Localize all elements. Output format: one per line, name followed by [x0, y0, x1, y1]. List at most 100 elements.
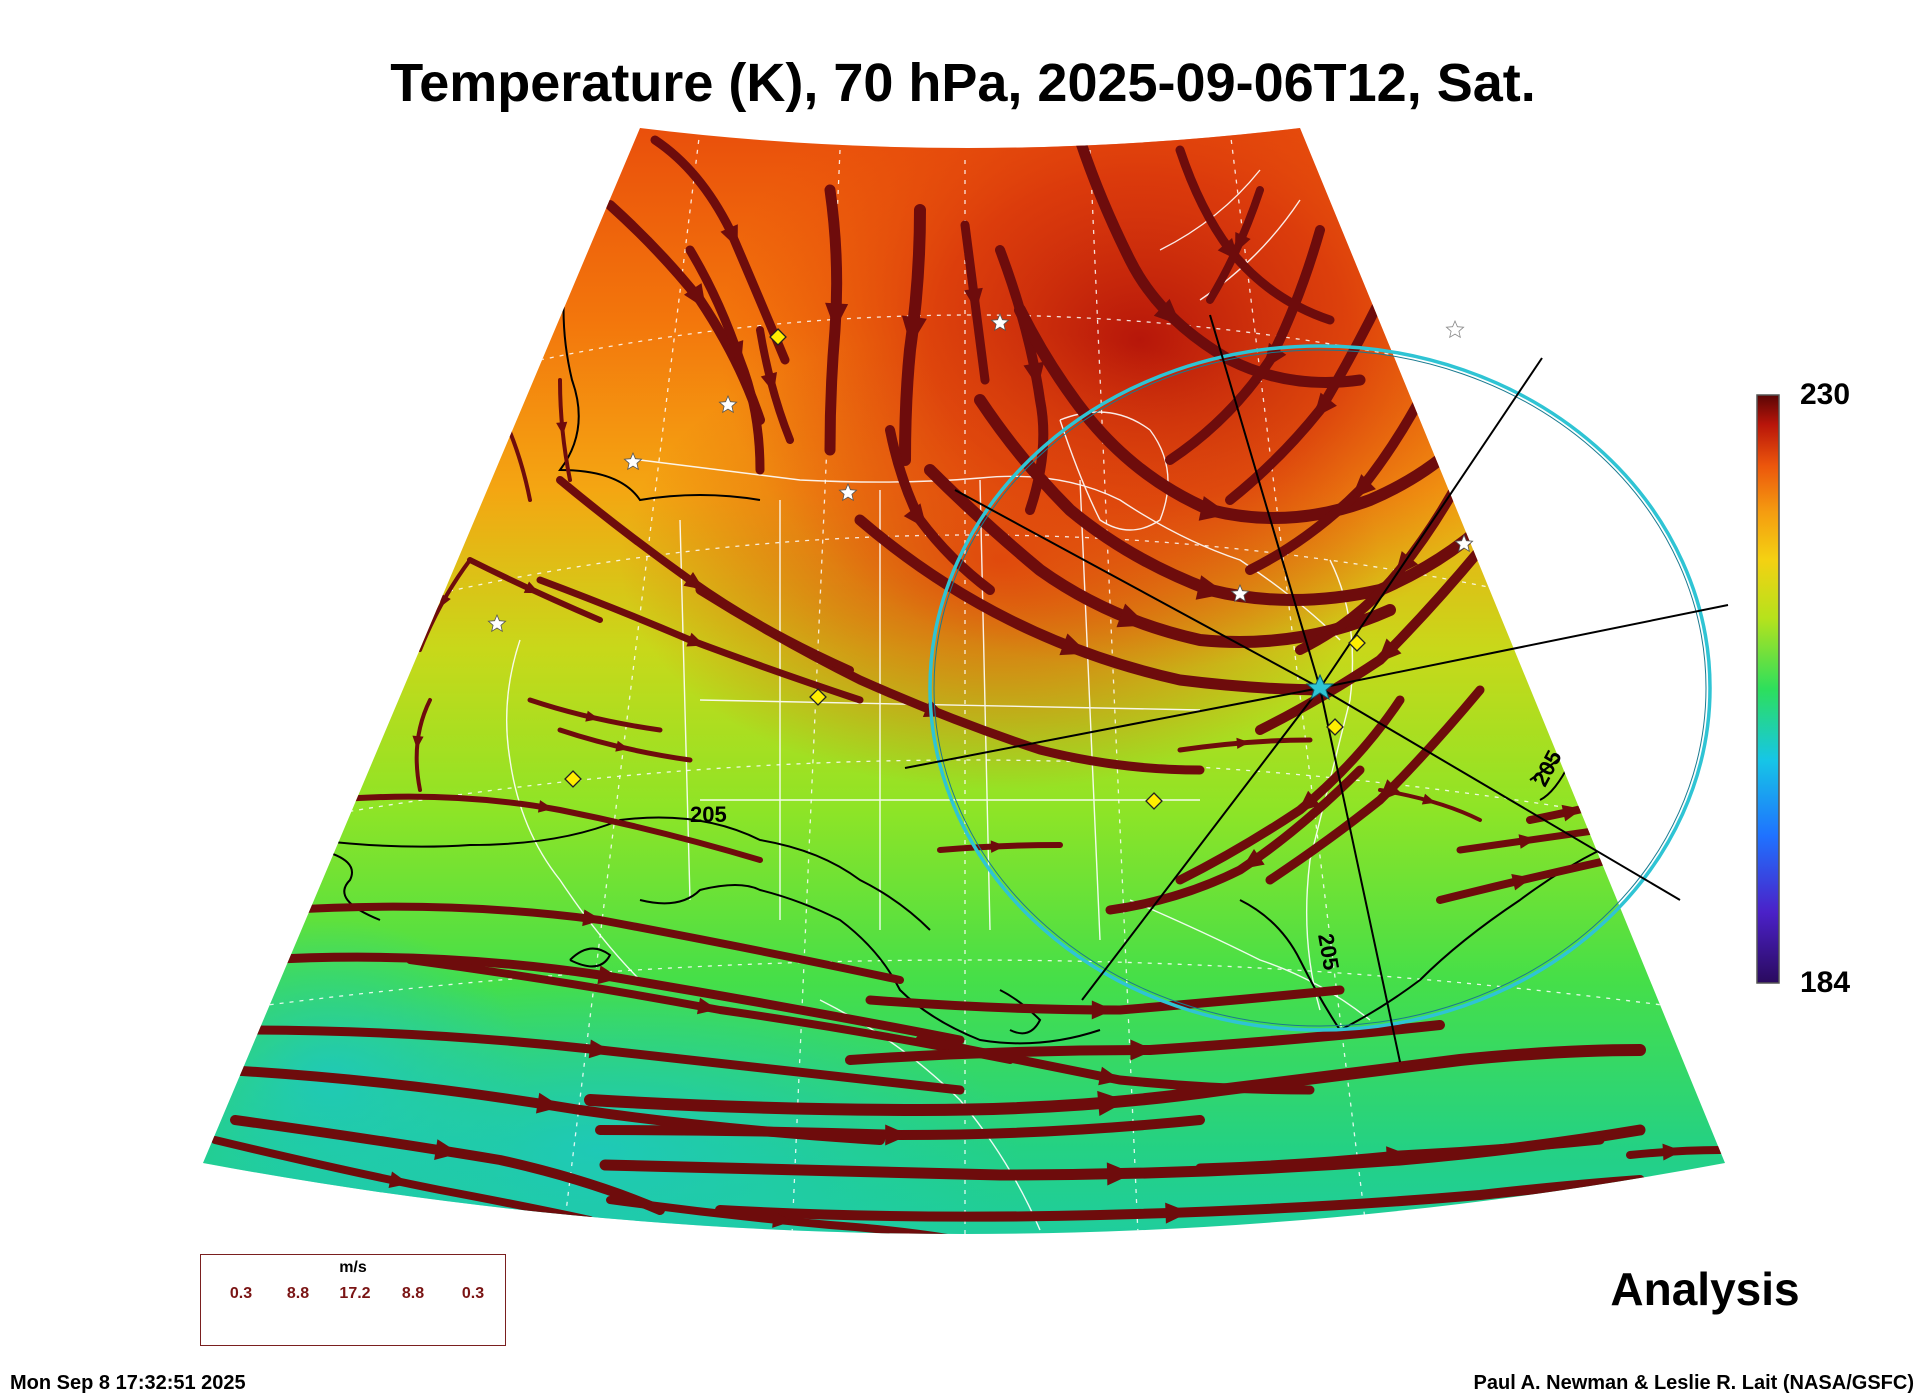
streamline-arrow — [686, 632, 705, 647]
station-star-icon — [623, 451, 643, 471]
streamline-arrow — [725, 340, 744, 364]
legend-value-5: 0.3 — [461, 1285, 485, 1302]
streamline-arrow — [523, 581, 540, 594]
station-diamonds — [564, 328, 1366, 810]
streamline-arrow — [597, 965, 621, 985]
streamline-arrow — [901, 315, 927, 346]
graticule — [229, 129, 1701, 1234]
streamline-arrow — [388, 1171, 410, 1189]
streamline-arrow — [1561, 804, 1583, 822]
streamline-arrow — [588, 1039, 612, 1059]
streamline-arrow — [1421, 793, 1436, 805]
station-star-icon — [1454, 533, 1474, 553]
streamline-arrow — [696, 997, 718, 1015]
streamline-arrow — [585, 710, 600, 722]
streamline-arrow — [760, 372, 777, 393]
wind-streamlines — [211, 134, 1724, 1234]
streamline-arrow — [535, 1092, 562, 1114]
page-title: Temperature (K), 70 hPa, 2025-09-06T12, … — [390, 53, 1536, 113]
streamline — [327, 793, 763, 863]
vortex-overlay — [904, 314, 1729, 1063]
legend-value-3: 17.2 — [339, 1285, 371, 1302]
streamline-arrow — [1116, 603, 1148, 628]
credit: Paul A. Newman & Leslie R. Lait (NASA/GS… — [1473, 1372, 1914, 1394]
streamline-arrow — [990, 840, 1006, 853]
streamline-arrow — [1091, 1000, 1114, 1020]
station-diamond-icon — [769, 328, 787, 346]
streamline-arrow — [1236, 737, 1250, 749]
legend-value-2: 8.8 — [286, 1285, 310, 1302]
streamline — [824, 184, 843, 456]
radial-spokes — [904, 314, 1729, 1063]
range-circle — [928, 344, 1712, 1032]
station-stars — [487, 312, 1474, 633]
streamline — [211, 1136, 594, 1224]
streamline — [606, 1196, 964, 1234]
colorbar-max-label: 230 — [1800, 378, 1851, 411]
streamline — [584, 1044, 1646, 1117]
streamline-arrow — [1153, 298, 1181, 326]
temperature-field — [203, 128, 1725, 1234]
streamline-arrow — [1241, 849, 1265, 870]
station-star-icon — [1445, 319, 1465, 339]
station-diamond-icon — [1326, 718, 1344, 736]
station-star-icon — [718, 394, 738, 414]
station-star-icon — [1230, 583, 1250, 603]
streamline-arrow — [1235, 231, 1251, 253]
streamline-arrow — [439, 593, 451, 608]
streamline-arrow — [1518, 834, 1537, 849]
station-star-icon — [990, 312, 1010, 332]
colorbar-min-label: 184 — [1800, 966, 1851, 999]
legend-value-4: 8.8 — [401, 1285, 425, 1302]
streamline — [1105, 765, 1365, 915]
streamline-arrow — [1662, 1143, 1683, 1161]
streamline-arrow — [556, 421, 568, 436]
streamline — [899, 204, 926, 466]
streamline-arrow — [1059, 633, 1089, 656]
streamline-arrow — [683, 571, 705, 590]
streamline — [715, 1175, 1645, 1222]
streamline-arrow — [1377, 638, 1402, 663]
streamline-arrow — [582, 909, 603, 927]
streamline-arrow — [903, 503, 927, 529]
colorbar — [1756, 394, 1780, 984]
streamline-arrow — [1165, 1202, 1190, 1224]
streamline-arrow — [1098, 1066, 1122, 1086]
streamline-arrow — [1195, 575, 1227, 600]
streamline-arrow — [964, 287, 983, 311]
streamline-arrow — [490, 396, 501, 411]
streamline-arrow — [1394, 551, 1419, 577]
station-diamond-icon — [809, 688, 827, 706]
legend-unit: m/s — [339, 1259, 367, 1276]
station-star-icon — [487, 613, 507, 633]
streamline-arrow — [885, 1124, 910, 1146]
station-diamond-icon — [1348, 634, 1366, 652]
timestamp: Mon Sep 8 17:32:51 2025 — [10, 1372, 246, 1394]
streamline-arrow — [1023, 361, 1045, 388]
streamline-arrow — [615, 740, 630, 752]
streamline-arrow — [1313, 392, 1337, 418]
streamline-arrow — [1097, 1090, 1127, 1116]
legend-value-1: 0.3 — [229, 1285, 253, 1302]
streamline-arrow — [434, 1139, 460, 1160]
streamline-arrow — [412, 735, 424, 749]
wind-legend: m/s 0.3 8.8 17.2 8.8 0.3 — [200, 1254, 506, 1346]
streamline-arrow — [1386, 1146, 1409, 1166]
station-diamond-icon — [1145, 792, 1163, 810]
streamline-arrow — [1511, 874, 1532, 891]
streamline-arrow — [1106, 1162, 1134, 1186]
streamline-arrow — [825, 302, 849, 330]
streamline — [230, 1115, 665, 1215]
analysis-label: Analysis — [1610, 1263, 1800, 1315]
streamline-arrow — [1351, 474, 1376, 499]
streamline-arrow — [772, 1211, 793, 1228]
station-diamond-icon — [564, 770, 582, 788]
streamline-arrow — [683, 283, 706, 309]
streamline-arrow — [1130, 1039, 1155, 1061]
center-star-icon — [1305, 673, 1335, 701]
station-star-icon — [838, 482, 858, 502]
streamline-arrow — [537, 800, 554, 813]
streamline-arrow — [720, 224, 738, 248]
contour-label-205-a: 205 — [690, 802, 727, 827]
